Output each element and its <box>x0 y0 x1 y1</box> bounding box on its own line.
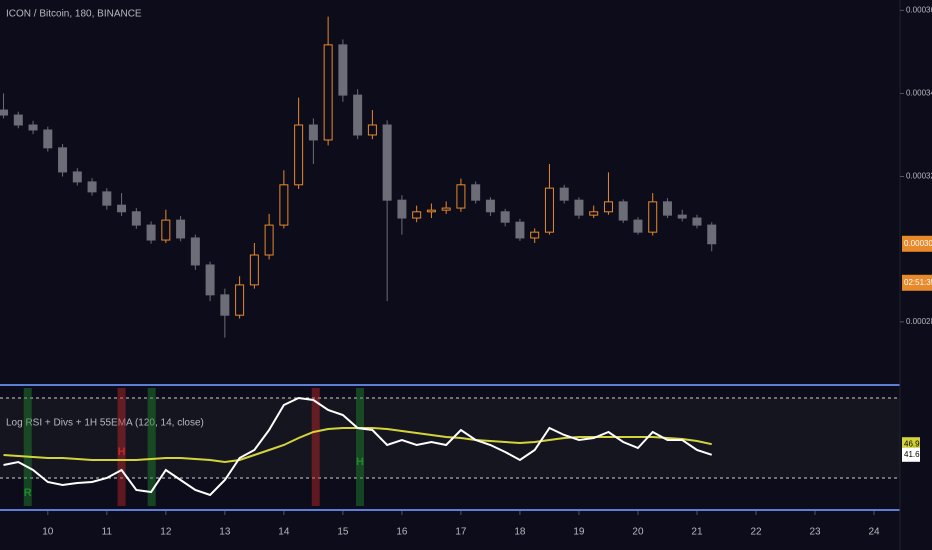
divergence-bar <box>147 388 156 506</box>
candle-body <box>176 219 186 239</box>
candle-body <box>574 199 584 216</box>
last-value-box <box>902 437 920 452</box>
last-value-box <box>902 447 920 462</box>
candle-body <box>648 201 658 233</box>
x-tick-label: 10 <box>42 527 54 538</box>
candle-body <box>58 147 68 173</box>
candle-body <box>485 199 495 213</box>
candle-body <box>544 187 554 233</box>
candle-body <box>677 214 687 219</box>
candle-body <box>205 264 215 296</box>
divergence-label: H <box>118 446 126 458</box>
y-tick-label: 0.0003200 <box>906 172 932 181</box>
last-price-box <box>902 235 932 252</box>
candle-body <box>308 124 318 141</box>
x-tick-label: 22 <box>750 527 762 538</box>
y-tick-label: 0.0002850 <box>906 317 932 326</box>
divergence-bar <box>311 388 320 506</box>
x-tick-label: 18 <box>514 527 526 538</box>
candle-body <box>102 191 112 206</box>
candle-body <box>456 184 466 209</box>
divergence-label: H <box>356 456 364 468</box>
last-value-label: 41.6 <box>904 450 920 459</box>
candle-body <box>146 224 156 241</box>
countdown-box <box>902 274 932 291</box>
x-tick-label: 14 <box>278 527 290 538</box>
candle-body <box>662 201 672 216</box>
x-tick-label: 21 <box>691 527 703 538</box>
candle-body <box>397 199 407 219</box>
x-tick-label: 13 <box>219 527 231 538</box>
candle-body <box>530 231 540 239</box>
candle-body <box>249 254 259 286</box>
candle-body <box>500 211 510 223</box>
y-tick-label: 0.0003600 <box>906 5 932 14</box>
x-tick-label: 24 <box>868 527 880 538</box>
x-tick-label: 20 <box>632 527 644 538</box>
candle-body <box>603 201 613 213</box>
candle-body <box>338 44 348 96</box>
candle-body <box>589 211 599 216</box>
candle-body <box>441 207 451 211</box>
divergence-bar <box>117 388 126 506</box>
x-tick-label: 23 <box>809 527 821 538</box>
candle-body <box>692 217 702 226</box>
candle-body <box>131 211 141 226</box>
candle-body <box>28 124 38 131</box>
x-tick-label: 12 <box>160 527 172 538</box>
candle-body <box>264 224 274 256</box>
candle-body <box>382 124 392 201</box>
candle-body <box>367 124 377 136</box>
candle-body <box>618 201 628 221</box>
candle-body <box>190 237 200 266</box>
x-tick-label: 16 <box>396 527 408 538</box>
candle-body <box>161 219 171 241</box>
candle-body <box>353 94 363 136</box>
candle-body <box>294 124 304 186</box>
candle-body <box>72 171 82 183</box>
candle-body <box>279 184 289 226</box>
candle-body <box>0 109 9 116</box>
last-value-label: 46.9 <box>904 439 920 448</box>
x-tick-label: 11 <box>102 527 113 538</box>
candle-body <box>426 209 436 213</box>
y-tick-label: 0.0003400 <box>906 89 932 98</box>
x-tick-label: 15 <box>337 527 349 538</box>
candle-body <box>235 284 245 316</box>
candle-body <box>117 204 127 213</box>
candle-body <box>515 221 525 239</box>
candle-body <box>43 129 53 149</box>
countdown: 02:51:35 <box>904 278 932 287</box>
candle-body <box>13 114 23 126</box>
chart-title: ICON / Bitcoin, 180, BINANCE <box>6 9 142 20</box>
candle-body <box>220 294 230 316</box>
divergence-bar <box>23 388 32 506</box>
candle-body <box>323 44 333 141</box>
candle-body <box>707 224 717 245</box>
indicator-title: Log RSI + Divs + 1H 55EMA (120, 14, clos… <box>6 418 204 429</box>
x-tick-label: 19 <box>573 527 585 538</box>
candle-body <box>559 187 569 201</box>
candle-body <box>87 181 97 193</box>
last-price-label: 0.0003038 <box>904 239 932 248</box>
divergence-bar <box>356 388 364 506</box>
candle-body <box>633 219 643 233</box>
divergence-label: R <box>24 487 32 499</box>
candle-body <box>471 184 481 201</box>
candle-body <box>412 211 422 219</box>
series-line <box>3 396 713 497</box>
x-tick-label: 17 <box>455 527 467 538</box>
